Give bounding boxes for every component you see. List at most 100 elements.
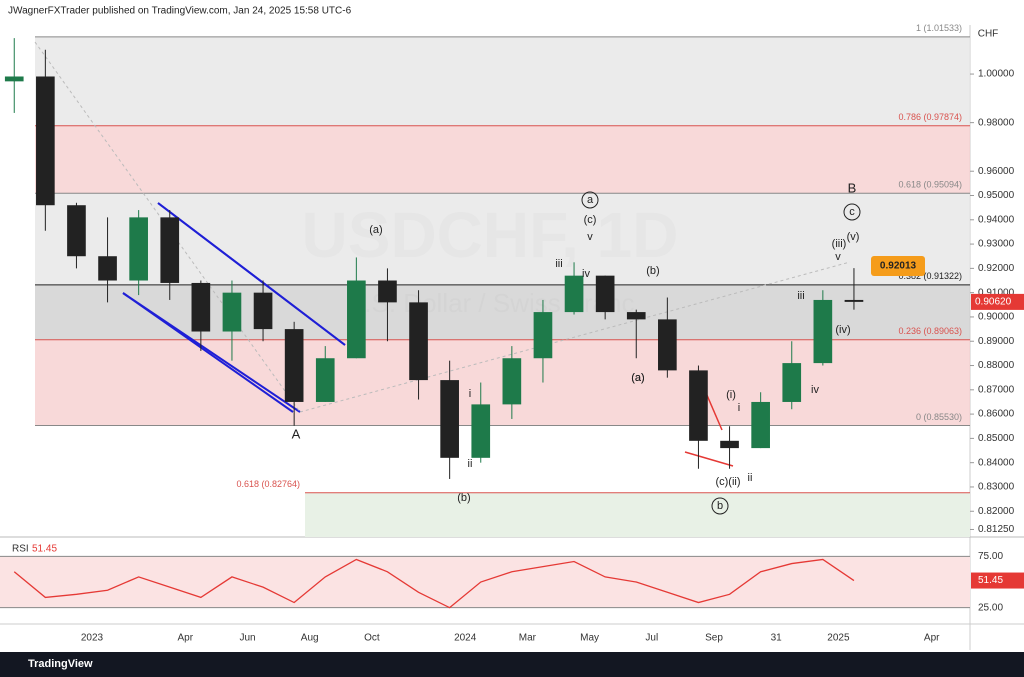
- channel-line: [122, 292, 301, 413]
- candle-body: [284, 329, 304, 402]
- wave-label: iii: [797, 290, 804, 302]
- wave-label: b: [717, 500, 723, 512]
- fib-label: 0.618 (0.95094): [898, 180, 962, 190]
- last-price-tag: [971, 293, 1024, 310]
- candle-body: [98, 256, 117, 281]
- y-tick-label: 0.86000: [978, 409, 1015, 420]
- candle-body: [253, 292, 273, 330]
- y-tick-label: 0.81250: [978, 524, 1015, 535]
- x-tick-label: Mar: [519, 633, 537, 644]
- wave-label: a: [587, 194, 594, 206]
- x-tick-label: Apr: [924, 633, 940, 644]
- wave-label: (i): [726, 389, 736, 401]
- x-tick-label: Jul: [645, 633, 658, 644]
- rsi-line: [13, 558, 855, 609]
- y-tick-label: 0.94000: [978, 214, 1015, 225]
- wave-label: B: [848, 180, 857, 195]
- fib-label: 1 (1.01533): [916, 23, 962, 33]
- candle-body: [160, 217, 180, 283]
- trend-dash: [299, 261, 851, 413]
- wave-circle: [581, 191, 599, 209]
- wave-label: (a): [631, 372, 644, 384]
- rsi-tick-label: 25.00: [978, 602, 1003, 613]
- y-tick-label: 0.85000: [978, 433, 1015, 444]
- last-price-label: 0.90620: [975, 297, 1012, 308]
- wave-label: (c): [584, 214, 597, 226]
- wave-label: (a): [369, 224, 382, 236]
- currency: CHF: [978, 29, 999, 40]
- fib-label: 0.236 (0.89063): [898, 326, 962, 336]
- target-tag: [871, 256, 925, 277]
- rsi-value: 51.45: [32, 544, 57, 555]
- wave-circle: [843, 203, 861, 221]
- wave-label: iii: [555, 258, 562, 270]
- x-tick-label: Aug: [301, 633, 319, 644]
- y-tick-label: 0.84000: [978, 457, 1015, 468]
- y-tick-label: 0.82000: [978, 506, 1015, 517]
- wave-label: A: [292, 426, 301, 441]
- header: JWagnerFXTrader published on TradingView…: [8, 6, 352, 17]
- x-tick-label: 2025: [827, 633, 850, 644]
- y-tick-label: 0.87000: [978, 384, 1015, 395]
- footer: TradingView: [28, 658, 93, 670]
- x-tick-label: Sep: [705, 633, 723, 644]
- fib-zone: [35, 193, 970, 285]
- channel-line: [157, 202, 346, 346]
- y-tick-label: 0.96000: [978, 166, 1015, 177]
- y-tick-label: 0.91000: [978, 287, 1015, 298]
- y-tick-label: 0.90000: [978, 312, 1015, 323]
- target-label: 0.92013: [880, 261, 917, 272]
- candle-body: [222, 292, 242, 332]
- wave-label: (iv): [835, 324, 850, 336]
- x-tick-label: Jun: [239, 633, 255, 644]
- y-tick-label: 0.93000: [978, 239, 1015, 250]
- candle-body: [658, 319, 677, 371]
- y-tick-label: 0.83000: [978, 482, 1015, 493]
- wave-label: (iii): [832, 238, 847, 250]
- y-tick-label: 1.00000: [978, 69, 1015, 80]
- rsi-tag-label: 51.45: [978, 575, 1003, 586]
- fib-label: 0 (0.85530): [916, 412, 962, 422]
- candle-body: [720, 440, 739, 449]
- fib-zone: [305, 492, 970, 537]
- candle-body: [844, 299, 864, 302]
- x-tick-label: 2024: [454, 633, 477, 644]
- y-tick-label: 0.89000: [978, 336, 1015, 347]
- wave-label: i: [738, 402, 740, 414]
- wave-label: v: [587, 231, 593, 243]
- candle-body: [751, 401, 770, 449]
- candle-body: [67, 205, 86, 257]
- candle-body: [347, 280, 366, 359]
- y-tick-label: 0.88000: [978, 360, 1015, 371]
- rsi-tag: [971, 572, 1024, 589]
- x-tick-label: May: [580, 633, 599, 644]
- rsi-tick-label: 75.00: [978, 551, 1003, 562]
- candle-body: [533, 312, 553, 359]
- fib-zone: [35, 125, 970, 194]
- fib-label: 0.618 (0.82764): [236, 479, 300, 489]
- wave-label: (b): [646, 265, 659, 277]
- wave-label: ii: [748, 472, 753, 484]
- candle-body: [129, 217, 148, 281]
- candle-body: [813, 299, 833, 364]
- candle-body: [315, 358, 335, 402]
- wave-label: (a): [631, 372, 644, 384]
- fib-label: 0.382 (0.91322): [898, 271, 962, 281]
- wave-label: iv: [582, 268, 590, 280]
- candle-body: [191, 282, 211, 332]
- wave-label: (v): [847, 231, 860, 243]
- candle-body: [502, 358, 522, 405]
- x-tick-label: 2023: [81, 633, 104, 644]
- wedge-line: [684, 451, 734, 467]
- y-tick-label: 0.92000: [978, 263, 1015, 274]
- wave-label: ii: [468, 458, 473, 470]
- wave-label: iv: [811, 384, 819, 396]
- candle-body: [4, 76, 24, 82]
- candle-body: [471, 404, 491, 458]
- candle-body: [595, 275, 615, 313]
- candle-body: [409, 302, 428, 381]
- x-tick-label: Oct: [364, 633, 380, 644]
- wave-label: v: [835, 251, 841, 263]
- wave-label: i: [469, 388, 471, 400]
